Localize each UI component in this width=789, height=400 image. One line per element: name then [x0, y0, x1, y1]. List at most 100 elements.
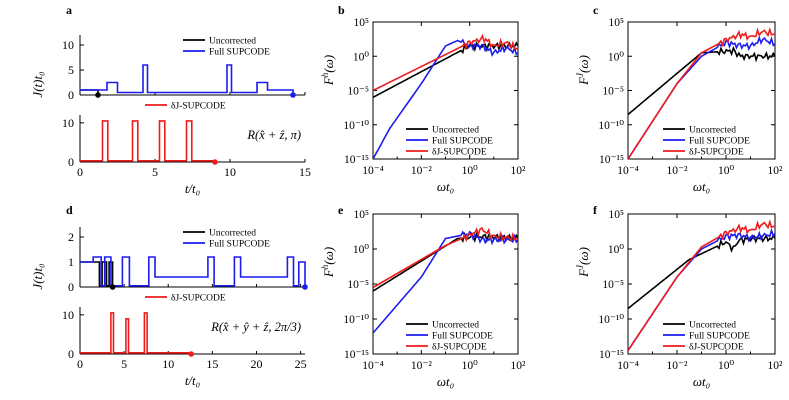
y-tick-label: 10⁰ — [353, 244, 370, 256]
panel-b: 10⁻¹⁵ 10⁻¹⁰ 10⁻⁵ 10⁰ 10⁵ 10⁻⁴ 10⁻² 10⁰ 10² Uncorr… — [320, 17, 526, 194]
x-tick-label: 10⁻⁴ — [617, 165, 639, 177]
series-line-red — [80, 312, 192, 354]
series-line-black — [80, 261, 114, 287]
legend-label-1: Full SUPCODE — [689, 332, 750, 342]
y-tick-label: 0 — [68, 347, 74, 361]
y-tick-label: 2 — [68, 230, 74, 244]
end-marker-blue — [290, 92, 296, 98]
end-marker-blue — [302, 284, 308, 290]
x-tick-label: 5 — [121, 357, 127, 371]
x-tick-label: 10⁰ — [462, 165, 479, 177]
series-group — [628, 219, 775, 351]
y-axis-label: FJ(ω) — [575, 55, 591, 86]
y-axis-label-arg: (ω) — [576, 55, 591, 73]
panel-label-e: e — [338, 203, 344, 217]
y-tick-label: 10⁵ — [353, 209, 369, 221]
y-tick-label: 10⁻⁵ — [602, 86, 624, 98]
end-marker-black — [109, 284, 116, 290]
y-tick-label: 10⁻¹⁰ — [598, 314, 624, 326]
x-axis-label: t/t₀ — [185, 373, 200, 388]
y-tick-label: 10⁵ — [608, 209, 624, 221]
rotation-annotation: R(x̂ + ŷ + ẑ, 2π/3) — [210, 320, 301, 334]
y-tick-label: 10 — [62, 308, 74, 322]
end-marker-black — [95, 92, 101, 98]
x-tick-label: 10⁰ — [718, 165, 735, 177]
x-tick-label: 15 — [206, 357, 218, 371]
legend-label-2: δJ-SUPCODE — [689, 343, 744, 353]
panel-f: 10⁻¹⁵ 10⁻¹⁰ 10⁻⁵ 10⁰ 10⁵ 10⁻⁴ 10⁻² 10⁰ 10² Uncorr… — [575, 209, 783, 389]
y-tick-label: 10⁻¹⁵ — [599, 154, 624, 166]
x-tick-label: 10² — [511, 165, 527, 177]
x-tick-label: 10² — [768, 165, 784, 177]
legend-label-1: Full SUPCODE — [209, 48, 270, 58]
y-axis-label-sup: J — [575, 72, 585, 77]
y-tick-label: 10⁻¹⁰ — [343, 120, 369, 132]
x-tick-label: 10⁰ — [462, 360, 479, 372]
x-axis-label: t/t₀ — [185, 181, 200, 196]
series-line-blue — [80, 256, 306, 287]
y-axis-label-arg: (ω) — [321, 55, 336, 73]
y-tick-label: 1 — [68, 255, 74, 269]
x-axis-label: ωt₀ — [693, 179, 710, 194]
panel-c: 10⁻¹⁵ 10⁻¹⁰ 10⁻⁵ 10⁰ 10⁵ 10⁻⁴ 10⁻² 10⁰ 10² Uncorr… — [575, 17, 783, 194]
series-line-black — [628, 233, 775, 310]
y-tick-label: 10⁰ — [608, 51, 625, 63]
x-tick-label: 10⁰ — [718, 360, 735, 372]
x-tick-label: 10⁻² — [666, 165, 688, 177]
legend-label-1: Full SUPCODE — [209, 240, 270, 250]
x-axis-label: ωt₀ — [693, 374, 710, 389]
y-tick-label: 5 — [68, 63, 74, 77]
series-line-black — [373, 231, 518, 292]
legend-label-0: Uncorrected — [209, 229, 256, 239]
y-tick-label: 0 — [68, 88, 74, 102]
legend-label-2: δJ-SUPCODE — [432, 343, 487, 353]
x-tick-label: 20 — [250, 357, 262, 371]
panel-label-b: b — [338, 3, 345, 17]
series-line-red — [80, 120, 216, 162]
end-marker-red — [212, 159, 218, 165]
y-tick-label: 10⁻⁵ — [347, 279, 369, 291]
x-axis-label: ωt₀ — [437, 374, 454, 389]
legend-label-0: δJ-SUPCODE — [171, 102, 226, 112]
x-tick-label: 25 — [295, 357, 307, 371]
legend-label-0: Uncorrected — [689, 321, 736, 331]
x-tick-label: 10⁻⁴ — [362, 360, 384, 372]
series-group — [373, 226, 518, 334]
y-axis-label: J(t)t₀ — [30, 263, 45, 289]
x-tick-label: 10⁻² — [411, 360, 433, 372]
y-axis-label-sup: h — [320, 264, 330, 269]
legend-label-0: Uncorrected — [689, 126, 736, 136]
y-tick-label: 10⁻¹⁵ — [599, 349, 624, 361]
y-tick-label: 10⁻¹⁵ — [344, 349, 369, 361]
legend-label-2: δJ-SUPCODE — [689, 148, 744, 158]
x-tick-label: 10² — [768, 360, 784, 372]
y-axis-label-base: F — [576, 76, 591, 86]
series-line-red — [628, 27, 775, 159]
y-tick-label: 10⁵ — [608, 17, 624, 29]
y-axis-label-base: F — [576, 268, 591, 278]
series-group — [373, 33, 518, 159]
series-line-red — [628, 219, 775, 351]
panel-label-d: d — [66, 203, 73, 217]
x-tick-label: 10⁻⁴ — [362, 165, 384, 177]
y-tick-label: 10⁵ — [353, 17, 369, 29]
legend-label-0: δJ-SUPCODE — [171, 294, 226, 304]
legend-label-1: Full SUPCODE — [432, 137, 493, 147]
y-axis-label: J(t)t₀ — [30, 71, 45, 97]
series-line-blue — [80, 64, 294, 95]
x-tick-label: 5 — [152, 165, 158, 179]
y-tick-label: 10⁻⁵ — [602, 279, 624, 291]
subplot-bottom: 0 10 δJ-SUPCODE — [62, 294, 305, 361]
x-tick-label: 10 — [162, 357, 174, 371]
legend-label-0: Uncorrected — [432, 126, 479, 136]
x-tick-label: 10² — [511, 360, 527, 372]
y-axis-label-arg: (ω) — [576, 247, 591, 265]
y-tick-label: 10⁻¹⁰ — [598, 120, 624, 132]
series-line-red — [373, 33, 518, 92]
legend-label-1: Full SUPCODE — [689, 137, 750, 147]
y-tick-label: 10 — [62, 116, 74, 130]
